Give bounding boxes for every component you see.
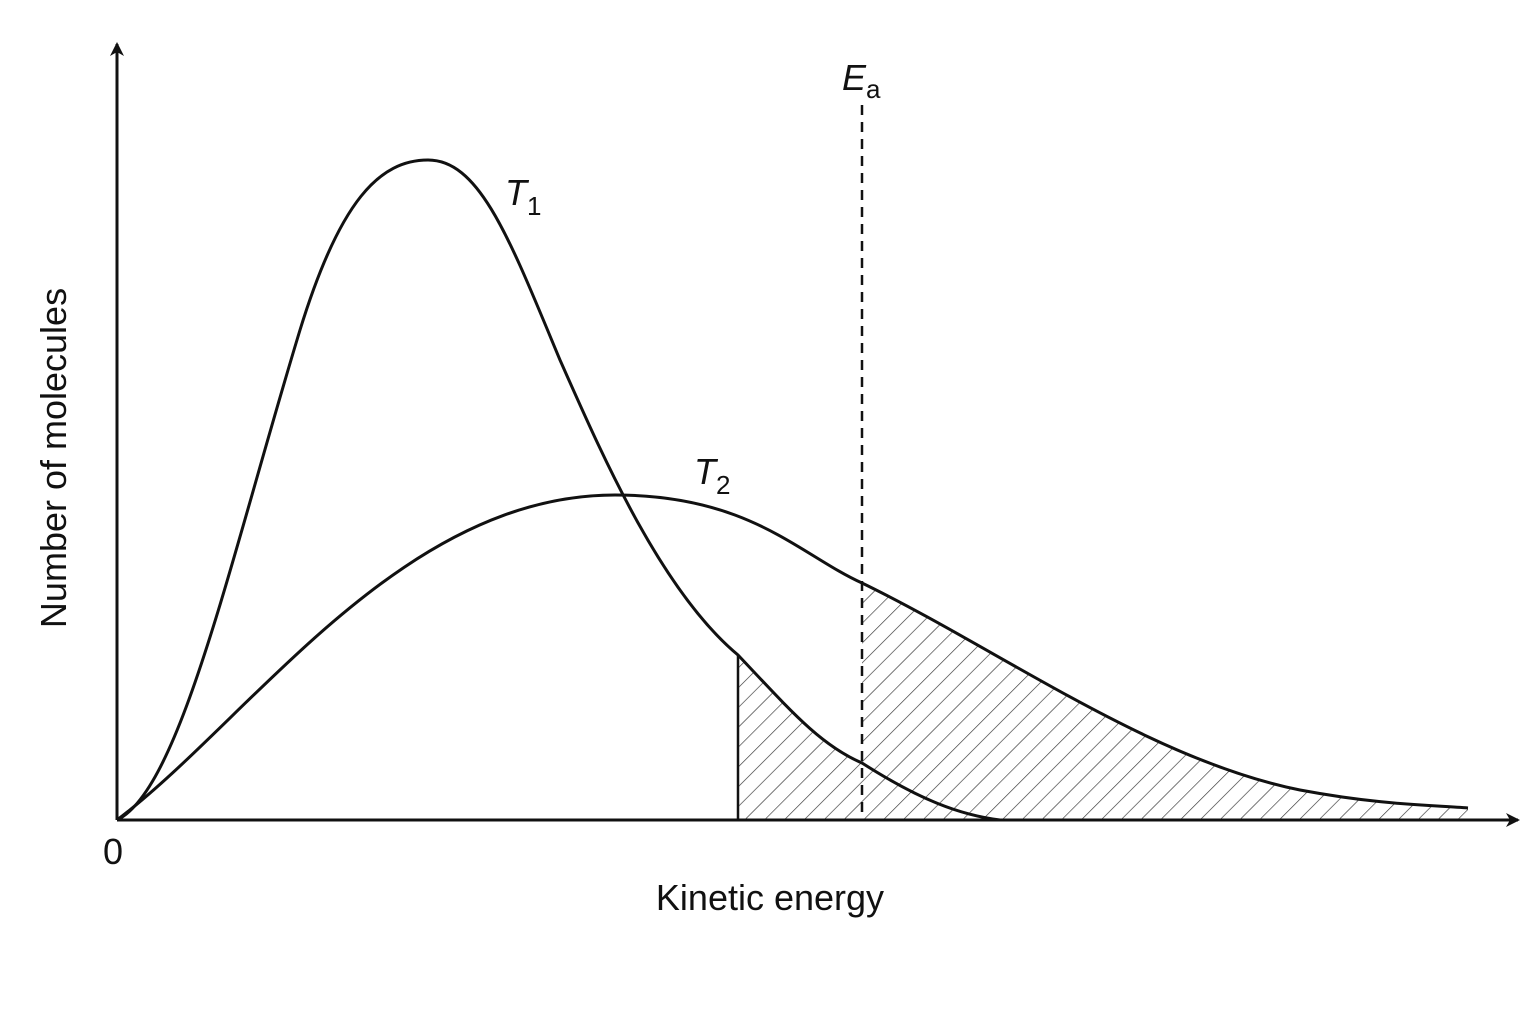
curve-main: T: [505, 172, 530, 213]
threshold-sub: a: [866, 74, 881, 104]
curve-t2: [116, 493, 1469, 822]
curve-main: T: [694, 451, 719, 492]
curve-sub: 2: [716, 470, 730, 500]
origin-label: 0: [103, 831, 123, 872]
curve-sub: 1: [527, 191, 541, 221]
hatched-area: [738, 583, 1468, 820]
threshold-main: E: [842, 57, 867, 98]
y-axis-label: Number of molecules: [33, 288, 74, 628]
threshold-label: Ea: [842, 57, 881, 104]
curve-t1: [116, 158, 1001, 822]
x-axis-label: Kinetic energy: [656, 877, 884, 918]
curve-label: T2: [694, 451, 730, 500]
curve-label: T1: [505, 172, 541, 221]
